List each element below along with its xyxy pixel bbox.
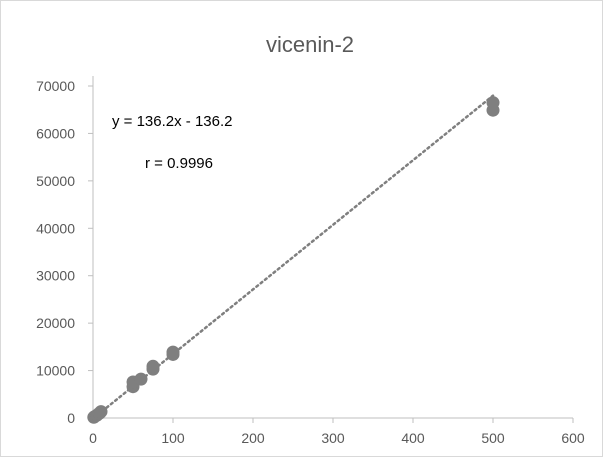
y-tick-label: 20000 [36,315,75,331]
x-tick-label: 500 [481,430,505,446]
axes: 0 100 200 300 400 500 600 0 10000 20000 30000 40000… [36,76,585,446]
trendline [92,94,495,420]
x-tick-label: 0 [89,430,97,446]
chart-title: vicenin-2 [266,32,354,57]
y-tick-label: 70000 [36,78,75,94]
y-tick-label: 50000 [36,173,75,189]
x-tick-label: 300 [321,430,345,446]
y-tick-label: 10000 [36,363,75,379]
data-point [94,405,108,419]
y-tick-label: 30000 [36,268,75,284]
y-tick-label: 0 [67,410,75,426]
x-tick-label: 100 [161,430,185,446]
trendline-group [92,94,495,420]
data-point [486,96,500,110]
data-point [146,359,160,373]
y-tick-label: 40000 [36,220,75,236]
data-point [166,345,180,359]
x-tick-label: 400 [401,430,425,446]
data-point [134,372,148,386]
regression-equation: y = 136.2x - 136.2 [112,113,233,130]
x-tick-label: 600 [561,430,585,446]
y-tick-label: 60000 [36,125,75,141]
correlation-coefficient: r = 0.9996 [145,155,213,172]
x-tick-label: 200 [241,430,265,446]
data-points [87,96,500,424]
